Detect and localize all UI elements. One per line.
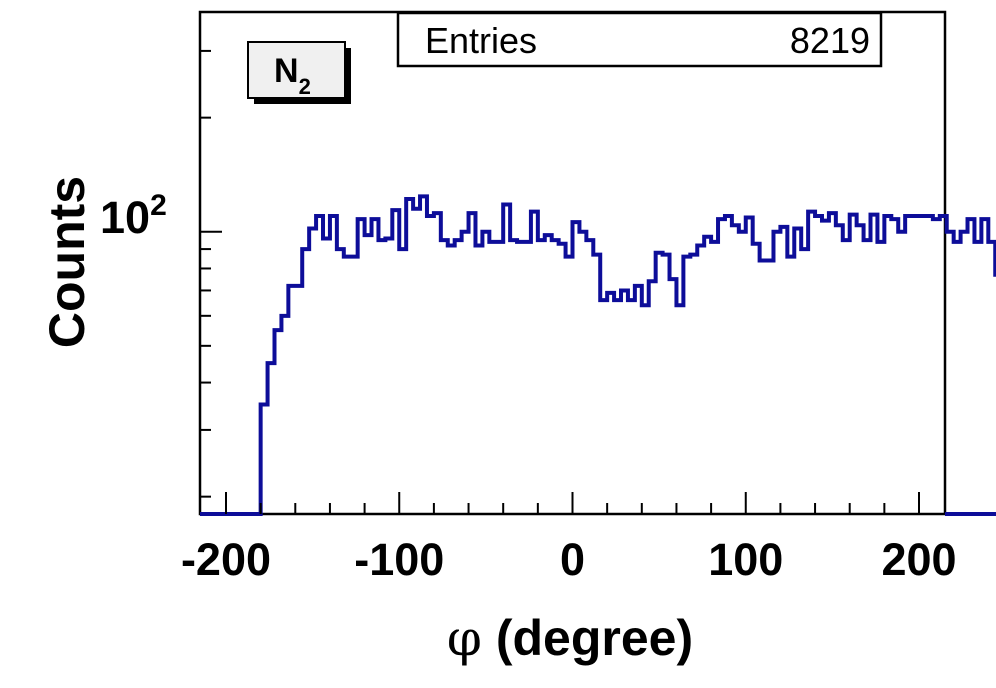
- x-axis-title: φ (degree): [447, 609, 693, 667]
- y-tick-label-exponent: 2: [150, 189, 167, 222]
- stats-entries-label: Entries: [425, 20, 537, 61]
- y-axis-ticks: [200, 49, 222, 498]
- x-tick-label-200: 200: [881, 534, 956, 585]
- x-axis-ticks: [224, 492, 921, 514]
- sample-tag-label: N2: [274, 52, 311, 99]
- y-axis-title: Counts: [39, 176, 95, 348]
- stats-box: Entries 8219: [396, 11, 883, 68]
- sample-tag-main: N: [274, 52, 299, 90]
- histogram-series-line: [200, 194, 996, 516]
- x-axis-tick-labels: -200 -100 0 100 200: [181, 534, 957, 585]
- x-tick-label-neg200: -200: [181, 534, 271, 585]
- sample-tag-subscript: 2: [299, 74, 311, 99]
- x-tick-label-0: 0: [560, 534, 585, 585]
- x-tick-label-100: 100: [708, 534, 783, 585]
- stats-entries-value: 8219: [790, 20, 870, 61]
- sample-tag-box: N2: [247, 41, 351, 104]
- x-tick-label-neg100: -100: [354, 534, 444, 585]
- y-tick-label-base: 10: [100, 192, 150, 243]
- x-axis-title-text: (degree): [496, 610, 693, 666]
- phi-symbol: φ: [447, 609, 482, 667]
- y-tick-label-10-squared: 102: [100, 189, 167, 243]
